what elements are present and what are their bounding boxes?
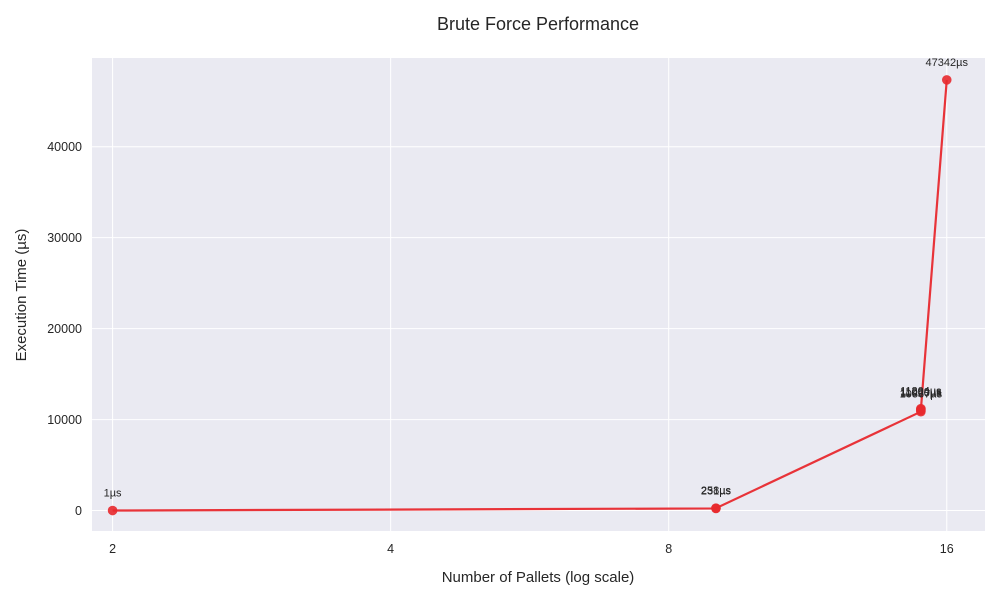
data-label: 11089µs [900,387,942,399]
y-tick-label: 40000 [47,140,82,154]
data-label: 11020µs [900,387,942,399]
series [107,75,952,516]
data-point [941,75,952,85]
data-label: 11204µs [900,386,942,398]
y-axis-ticks: 0 10000 20000 30000 40000 [47,140,82,518]
data-point [711,503,721,513]
y-axis-label: Execution Time (µs) [13,229,30,362]
data-label: 1µs [104,488,122,500]
data-label: 258µs [701,485,732,497]
x-tick-label: 4 [387,542,394,556]
chart-title: Brute Force Performance [437,14,639,34]
y-tick-label: 30000 [47,231,82,245]
x-tick-label: 16 [940,542,954,556]
x-axis-label: Number of Pallets (log scale) [442,569,635,586]
y-tick-label: 10000 [47,413,82,427]
data-label: 47342µs [926,57,969,69]
data-label: 231µs [701,485,732,497]
plot-background [92,58,985,531]
y-tick-label: 20000 [47,322,82,336]
x-tick-label: 8 [665,542,672,556]
data-point [107,505,118,516]
x-tick-label: 2 [109,542,116,556]
y-tick-label: 0 [75,504,82,518]
x-axis-ticks: 2 4 8 16 [109,542,954,556]
data-label: 10867µs [900,389,943,401]
data-point [916,404,926,415]
